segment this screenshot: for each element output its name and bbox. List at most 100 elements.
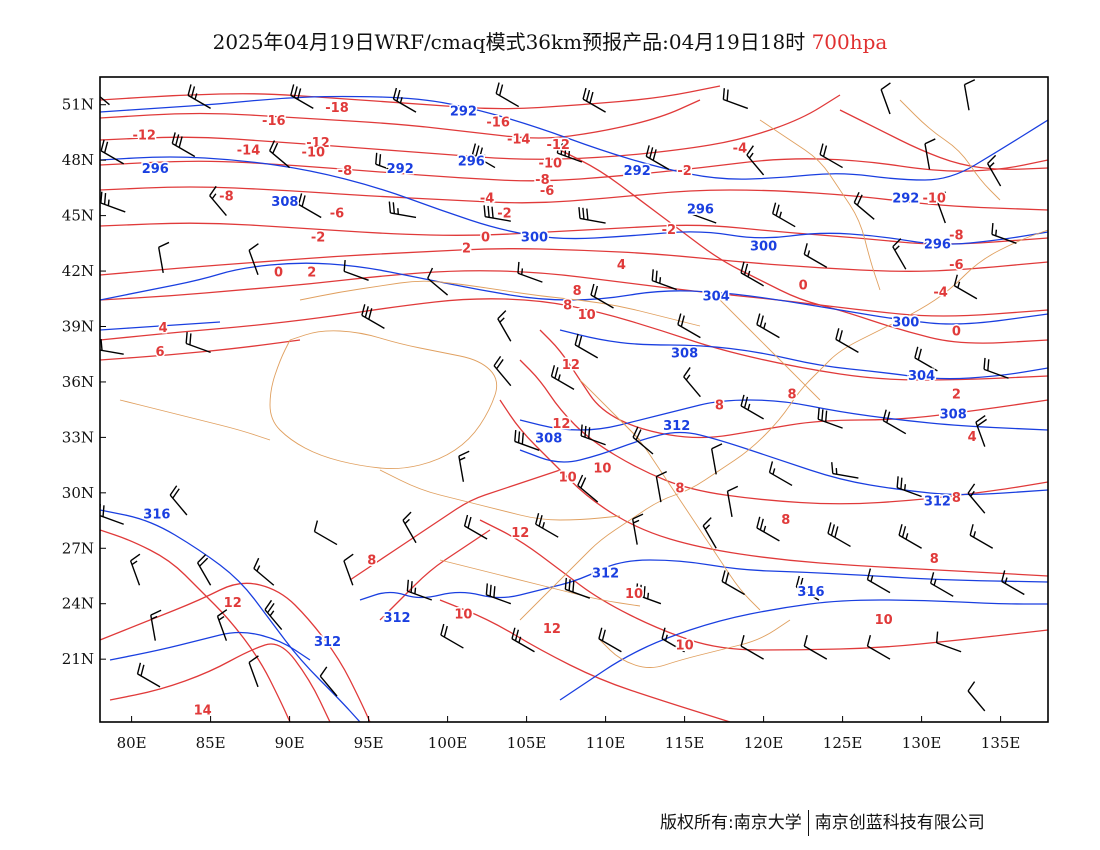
lat-tick-label: 21N <box>62 650 94 668</box>
lat-tick-label: 48N <box>62 151 94 169</box>
footer-divider <box>807 810 809 836</box>
wind-barb <box>580 424 606 446</box>
wind-barb <box>248 655 259 688</box>
lat-tick-label: 36N <box>62 373 94 391</box>
temperature-contour-label: 0 <box>952 325 961 340</box>
wind-barb <box>827 522 851 548</box>
wind-barb <box>136 662 161 688</box>
wind-barb <box>577 474 599 503</box>
wind-barb <box>746 145 765 176</box>
copyright-right: 南京创蓝科技有限公司 <box>814 813 985 833</box>
administrative-boundary <box>379 469 621 521</box>
wind-barb <box>100 139 125 165</box>
wind-barb <box>831 462 859 479</box>
temperature-isotherm <box>100 339 301 361</box>
wind-barbs <box>100 79 1025 712</box>
wind-barb <box>817 407 843 429</box>
temperature-contour-label: 4 <box>617 258 626 273</box>
administrative-boundary <box>599 619 791 668</box>
lon-tick-label: 110E <box>586 734 626 752</box>
wind-barb <box>866 568 891 594</box>
wind-barb <box>100 95 110 106</box>
geopotential-height-contour <box>559 599 1048 701</box>
height-contour-label: 296 <box>142 162 169 177</box>
lon-tick-label: 105E <box>507 734 547 752</box>
wind-barb <box>740 261 764 287</box>
wind-barb <box>157 241 170 274</box>
temperature-contour-label: -6 <box>949 258 963 273</box>
wind-barb <box>264 599 283 631</box>
temperature-contour-label: -2 <box>662 223 676 238</box>
temperature-contour-label: 8 <box>563 299 572 314</box>
temperature-contour-label: 2 <box>952 387 961 402</box>
wind-barb <box>975 415 987 447</box>
height-contour-label: 312 <box>314 635 341 650</box>
temperature-contour-label: 8 <box>367 554 376 569</box>
temperature-contour-label: -8 <box>535 173 549 188</box>
wind-barb <box>514 430 540 451</box>
temperature-contour-label: 10 <box>578 308 596 323</box>
wind-barb <box>100 191 126 213</box>
copyright-left: 版权所有:南京大学 <box>660 813 802 833</box>
temperature-contour-label: 12 <box>511 526 529 541</box>
wind-barb <box>556 141 583 163</box>
temperature-isotherm <box>100 298 1048 381</box>
wind-barb <box>880 82 891 115</box>
wind-barb <box>924 138 936 170</box>
geopotential-height-contour <box>100 262 1048 325</box>
temperature-contour-label: -12 <box>546 138 570 153</box>
wind-barb <box>216 609 228 641</box>
wind-barb <box>392 87 417 113</box>
height-contour-label: 300 <box>521 230 548 245</box>
temperature-isotherm <box>100 582 371 722</box>
lon-tick-label: 85E <box>196 734 226 752</box>
wind-barb <box>772 202 796 228</box>
map-title: 2025年04月19日WRF/cmaq模式36km预报产品:04月19日18时 … <box>0 26 1100 55</box>
temperature-contour-label: 12 <box>562 358 580 373</box>
temperature-contour-label: 0 <box>799 278 808 293</box>
geopotential-height-contour <box>100 321 221 331</box>
temperature-contour-label: -16 <box>262 114 286 129</box>
temperature-contours <box>100 85 1048 722</box>
copyright-footer: 版权所有:南京大学 南京创蓝科技有限公司 <box>660 808 985 836</box>
administrative-boundary <box>519 229 1048 621</box>
temperature-contour-label: 14 <box>194 703 212 718</box>
wind-barb <box>835 328 859 353</box>
lon-tick-label: 115E <box>665 734 705 752</box>
geopotential-height-contour <box>100 95 1048 181</box>
wind-barb <box>967 681 986 712</box>
lat-tick-label: 45N <box>62 207 94 225</box>
wind-barb <box>187 84 211 110</box>
wind-barb <box>590 283 614 309</box>
lon-tick-label: 95E <box>354 734 384 752</box>
wind-barb <box>645 145 670 171</box>
wind-barb <box>171 132 196 158</box>
temperature-contour-label: -10 <box>922 191 946 206</box>
lon-tick-label: 130E <box>902 734 942 752</box>
wind-barb <box>578 207 606 224</box>
wind-barb <box>803 634 828 660</box>
lon-tick-label: 90E <box>275 734 305 752</box>
temperature-contour-label: -14 <box>237 143 261 158</box>
wind-barb <box>756 516 780 542</box>
temperature-isotherm <box>379 529 491 621</box>
height-contour-label: 304 <box>703 289 730 304</box>
temperature-contour-label: -10 <box>302 145 326 160</box>
height-contour-label: 292 <box>624 164 651 179</box>
wind-barb <box>269 140 291 169</box>
temperature-contour-label: -2 <box>497 206 511 221</box>
wind-barb <box>683 367 701 398</box>
lat-tick-label: 27N <box>62 539 94 557</box>
wind-barb <box>471 143 496 169</box>
wind-barb <box>866 634 891 660</box>
wind-barb <box>702 517 717 549</box>
temperature-contour-label: -4 <box>733 142 747 157</box>
height-contour-label: 296 <box>687 203 714 218</box>
wind-barb <box>511 627 535 653</box>
height-contour-label: 308 <box>271 195 298 210</box>
axis-ticks: 80E 85E 90E 95E 100E 105E 110E 115E 120E 125E 130E… <box>62 96 1021 752</box>
wind-barb <box>803 243 828 268</box>
lon-tick-label: 135E <box>981 734 1021 752</box>
temperature-contour-label: 0 <box>481 230 490 245</box>
height-contour-label: 300 <box>750 240 777 255</box>
